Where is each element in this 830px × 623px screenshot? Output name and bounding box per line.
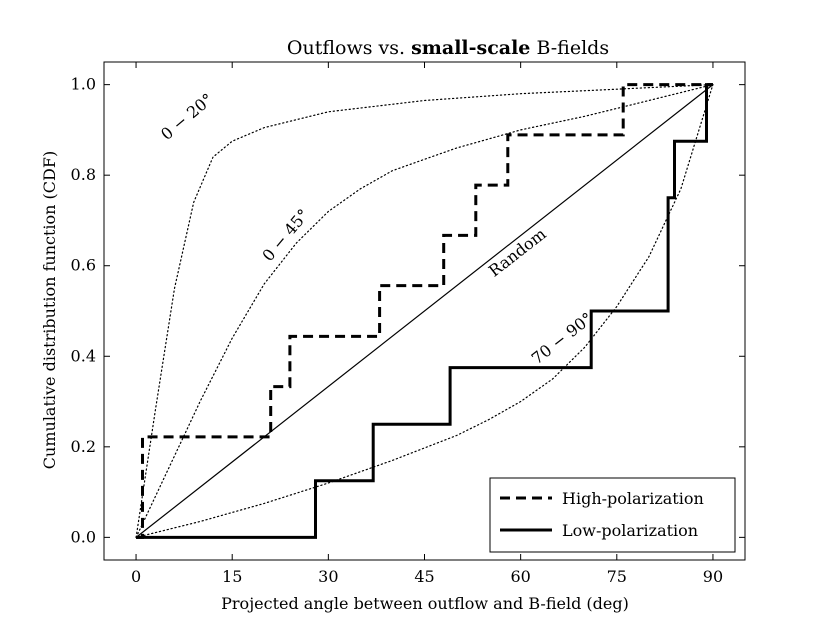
chart-title-prefix: Outflows vs.: [287, 37, 411, 59]
axis-ticks: 0 15 30 45 60 75 90 0.0 0.2 0.4 0.6 0.8 1.0: [71, 62, 745, 586]
legend: High-polarization Low-polarization: [489, 477, 736, 553]
annotation-label: 70 − 90°: [528, 309, 597, 368]
y-axis-label: Cumulative distribution function (CDF): [40, 151, 59, 469]
legend-high-polarization-label: High-polarization: [562, 489, 704, 508]
reference-curve-1: [135, 84, 714, 538]
x-tick-label: 0: [131, 567, 141, 586]
reference-curve-0: [135, 84, 714, 538]
y-tick-label: 0.8: [71, 165, 96, 184]
legend-box: [489, 477, 736, 553]
y-tick-label: 0.4: [71, 346, 96, 365]
annotation-label: Random: [485, 224, 550, 280]
y-tick-label: 0.0: [71, 527, 96, 546]
x-tick-label: 75: [607, 567, 627, 586]
x-tick-label: 30: [318, 567, 338, 586]
chart-title-suffix: B-fields: [530, 37, 609, 59]
data-series: [136, 83, 713, 539]
legend-low-polarization-label: Low-polarization: [562, 521, 698, 540]
y-tick-label: 1.0: [71, 75, 96, 94]
x-tick-label: 90: [703, 567, 723, 586]
reference-curve-2: [135, 84, 714, 538]
x-axis-label: Projected angle between outflow and B-fi…: [221, 594, 629, 613]
plot-frame: [103, 61, 746, 561]
x-tick-label: 45: [414, 567, 434, 586]
y-tick-label: 0.6: [71, 256, 96, 275]
reference-curve-3: [135, 84, 714, 538]
x-tick-label: 15: [222, 567, 242, 586]
reference-curves: [135, 84, 714, 538]
chart-title: Outflows vs. small-scale B-fields: [287, 37, 609, 59]
series-low-polarization: [136, 83, 713, 539]
y-tick-label: 0.2: [71, 437, 96, 456]
x-tick-label: 60: [510, 567, 530, 586]
series-high-polarization: [136, 83, 713, 539]
annotation-label: 0 − 20°: [157, 89, 217, 143]
chart-title-bold: small-scale: [411, 37, 530, 59]
